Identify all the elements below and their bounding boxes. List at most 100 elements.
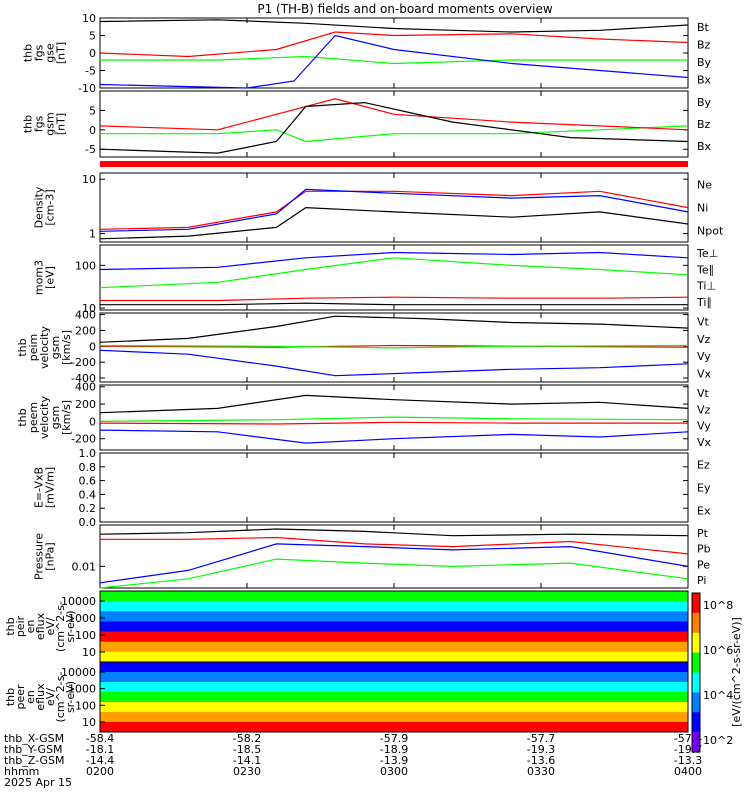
colorbar-segment	[692, 672, 700, 693]
spectrogram-band	[100, 682, 688, 693]
legend-entry: Te⊥	[696, 247, 718, 260]
spectrogram-band	[100, 631, 688, 643]
series-line	[99, 315, 689, 343]
y-axis-label-line: (cm^2-s-	[54, 601, 67, 652]
colorbar-segment	[692, 732, 700, 753]
y-axis-label: E=-VxB[mV/m]	[33, 467, 57, 508]
y-tick-label: 10	[82, 173, 96, 186]
y-axis-label-line: mom3	[33, 260, 46, 295]
y-axis-label-line: [nT]	[55, 42, 68, 64]
y-axis-label-line: [nPa]	[44, 542, 57, 570]
y-axis-label-line: gsm	[49, 406, 62, 429]
time-axis: thb_X-GSM -58.4 -58.2 -57.9 -57.7 -57.4 thb_Y-…	[4, 732, 702, 789]
colorbar-segment	[692, 692, 700, 713]
y-axis-label-line: peir	[14, 615, 27, 637]
y-tick-label: 10	[82, 646, 96, 659]
y-tick-label: 200	[75, 398, 96, 411]
panel-fgs-gse: 10 5 0 -5 -10 thbfgsgse[nT] Bt Bz By Bx	[22, 12, 712, 95]
series-line	[99, 429, 689, 444]
series-line	[99, 558, 689, 589]
series-line	[100, 536, 689, 555]
spectrogram-band	[100, 712, 688, 723]
spectrogram-frame	[99, 661, 689, 733]
colorbar-segment	[692, 612, 700, 634]
legend-entry: Vy	[697, 350, 711, 363]
legend-entry: Vx	[697, 436, 712, 449]
y-axis-label: thbpeimvelocitygsm[km/s]	[16, 326, 73, 369]
spectrogram-band	[100, 641, 688, 653]
legend-entry: Pb	[697, 543, 711, 556]
colorbar: 10^8 10^6 10^4 10^2 [eV/(cm^2-s-sr-eV)]	[691, 592, 743, 753]
y-axis-label-line: [eV]	[44, 266, 57, 289]
colorbar-tick-label: 10^8	[703, 599, 733, 612]
colorbar-tick-label: 10^4	[703, 689, 733, 702]
time-axis-value: -18.1	[86, 743, 114, 756]
time-axis-row-label: thb_Z-GSM	[4, 754, 64, 767]
y-axis-label-line: (cm^2-s-	[54, 672, 67, 723]
series-line	[99, 101, 689, 154]
legend-entry: Vz	[697, 333, 711, 346]
data-quality-bar	[100, 161, 688, 167]
spectrogram-band	[100, 722, 688, 733]
time-axis-value: -13.3	[674, 754, 702, 767]
y-tick-label: 1.0	[79, 447, 97, 460]
legend-entry: Vy	[697, 420, 711, 433]
time-axis-value: -57.7	[527, 732, 555, 745]
y-tick-label: 0	[89, 340, 96, 353]
y-axis-label-line: [mV/m]	[44, 467, 57, 508]
y-axis-label-line: [km/s]	[60, 330, 73, 365]
series-line	[100, 125, 689, 143]
legend-entry: Ez	[697, 459, 710, 472]
y-axis-label: thbfgsgsm[nT]	[22, 112, 68, 135]
y-axis-label: Pressure[nPa]	[33, 533, 57, 580]
spectrogram-peir: 10000 1000 100 10 thbpeirenefluxeV/(cm^2-s-s…	[4, 590, 689, 663]
spectrogram-band	[100, 672, 688, 683]
legend-entry: Bx	[697, 73, 712, 86]
y-axis-label-line: thb	[16, 338, 29, 356]
time-axis-value: -19.3	[527, 743, 555, 756]
y-tick-label: -5	[85, 143, 96, 156]
series-line	[99, 31, 689, 58]
y-tick-label: 0	[89, 124, 96, 137]
spectrogram-group: 10000100010010thbpeirenefluxeV/(cm^2-s-s…	[4, 590, 689, 733]
legend-entry: By	[697, 96, 712, 109]
time-axis-row-label: hhmm	[4, 765, 39, 778]
series-line	[100, 55, 688, 65]
colorbar-tick-label: 10^2	[703, 734, 733, 747]
series-line	[99, 257, 689, 289]
y-tick-label: 1000	[68, 683, 96, 696]
y-tick-label: 0.0	[79, 516, 97, 529]
y-tick-label: 5	[89, 30, 96, 43]
panel-peem-vel: 4002000-200thbpeemvelocitygsm[km/s]VtVzV…	[16, 381, 712, 451]
y-axis-label-line: eV/	[44, 688, 57, 706]
y-axis-label-line: peem	[27, 402, 40, 433]
y-axis-label-line: velocity	[38, 396, 51, 439]
y-tick-label: 200	[75, 324, 96, 337]
spectrogram-band	[100, 651, 688, 663]
series-line	[100, 296, 689, 302]
y-axis-label-line: thb	[16, 408, 29, 426]
y-tick-label: -200	[71, 356, 96, 369]
y-tick-label: 100	[75, 699, 96, 712]
legend-entry: Ey	[697, 482, 711, 495]
spectrogram-band	[100, 692, 688, 703]
y-axis-label-line: velocity	[38, 326, 51, 369]
figure-title: P1 (TH-B) fields and on-board moments ov…	[257, 2, 553, 16]
legend-entry: Ti∥	[696, 296, 712, 309]
series-line	[99, 528, 689, 537]
colorbar-segment	[692, 652, 700, 673]
spectrogram-band	[100, 621, 688, 633]
y-tick-label: 100	[75, 259, 96, 272]
series-line	[99, 421, 688, 425]
time-axis-value: -14.1	[233, 754, 261, 767]
y-tick-label: 0	[89, 415, 96, 428]
colorbar-frame	[691, 592, 701, 753]
y-tick-label: 400	[75, 381, 96, 394]
time-axis-value: -58.4	[86, 732, 114, 745]
time-axis-value: -57.4	[674, 732, 702, 745]
time-axis-value: -18.5	[233, 743, 261, 756]
spectrogram-peer: 10000 1000 100 10 thbpeerenefluxeV/(cm^2-s-s…	[4, 661, 689, 733]
time-axis-value: -57.9	[380, 732, 408, 745]
y-axis-label-line: [nT]	[55, 113, 68, 135]
time-axis-value: 0400	[674, 765, 702, 778]
